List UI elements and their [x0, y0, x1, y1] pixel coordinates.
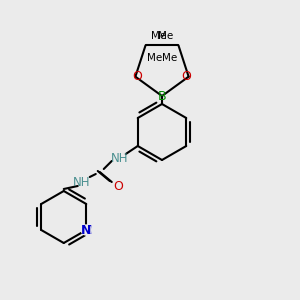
Text: NH: NH — [111, 152, 128, 164]
Text: B: B — [158, 89, 166, 103]
Text: N: N — [82, 224, 92, 236]
Text: O: O — [132, 70, 142, 83]
Text: O: O — [182, 70, 192, 83]
Circle shape — [81, 225, 91, 235]
Text: Me: Me — [147, 53, 162, 63]
Text: Me: Me — [162, 53, 177, 63]
Text: N: N — [81, 224, 92, 236]
Text: Me: Me — [151, 31, 166, 41]
Text: O: O — [113, 179, 123, 193]
Text: NH: NH — [73, 176, 91, 188]
Text: Me: Me — [158, 31, 173, 41]
